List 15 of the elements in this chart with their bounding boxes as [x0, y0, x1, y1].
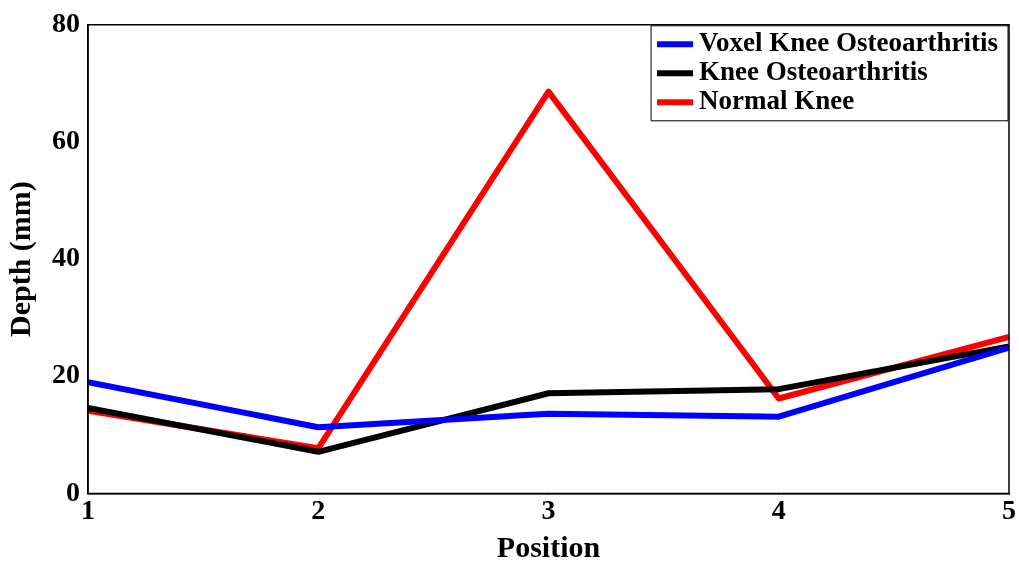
legend-label: Normal Knee	[699, 85, 855, 116]
y-tick-label: 60	[52, 124, 80, 156]
x-axis-title: Position	[496, 529, 601, 563]
y-tick-label: 0	[66, 475, 80, 507]
x-tick-label: 5	[1002, 494, 1016, 526]
y-tick-label: 80	[52, 7, 80, 39]
x-tick-label: 3	[541, 494, 556, 526]
x-tick-label: 2	[311, 494, 326, 526]
y-tick-label: 40	[52, 241, 80, 273]
x-tick-label: 1	[81, 494, 95, 526]
y-tick-label: 20	[52, 358, 80, 390]
x-tick-label: 4	[771, 494, 786, 526]
y-axis-title: Depth (mm)	[2, 181, 37, 338]
legend-label: Voxel Knee Osteoarthritis	[699, 27, 998, 58]
legend-label: Knee Osteoarthritis	[699, 56, 928, 87]
